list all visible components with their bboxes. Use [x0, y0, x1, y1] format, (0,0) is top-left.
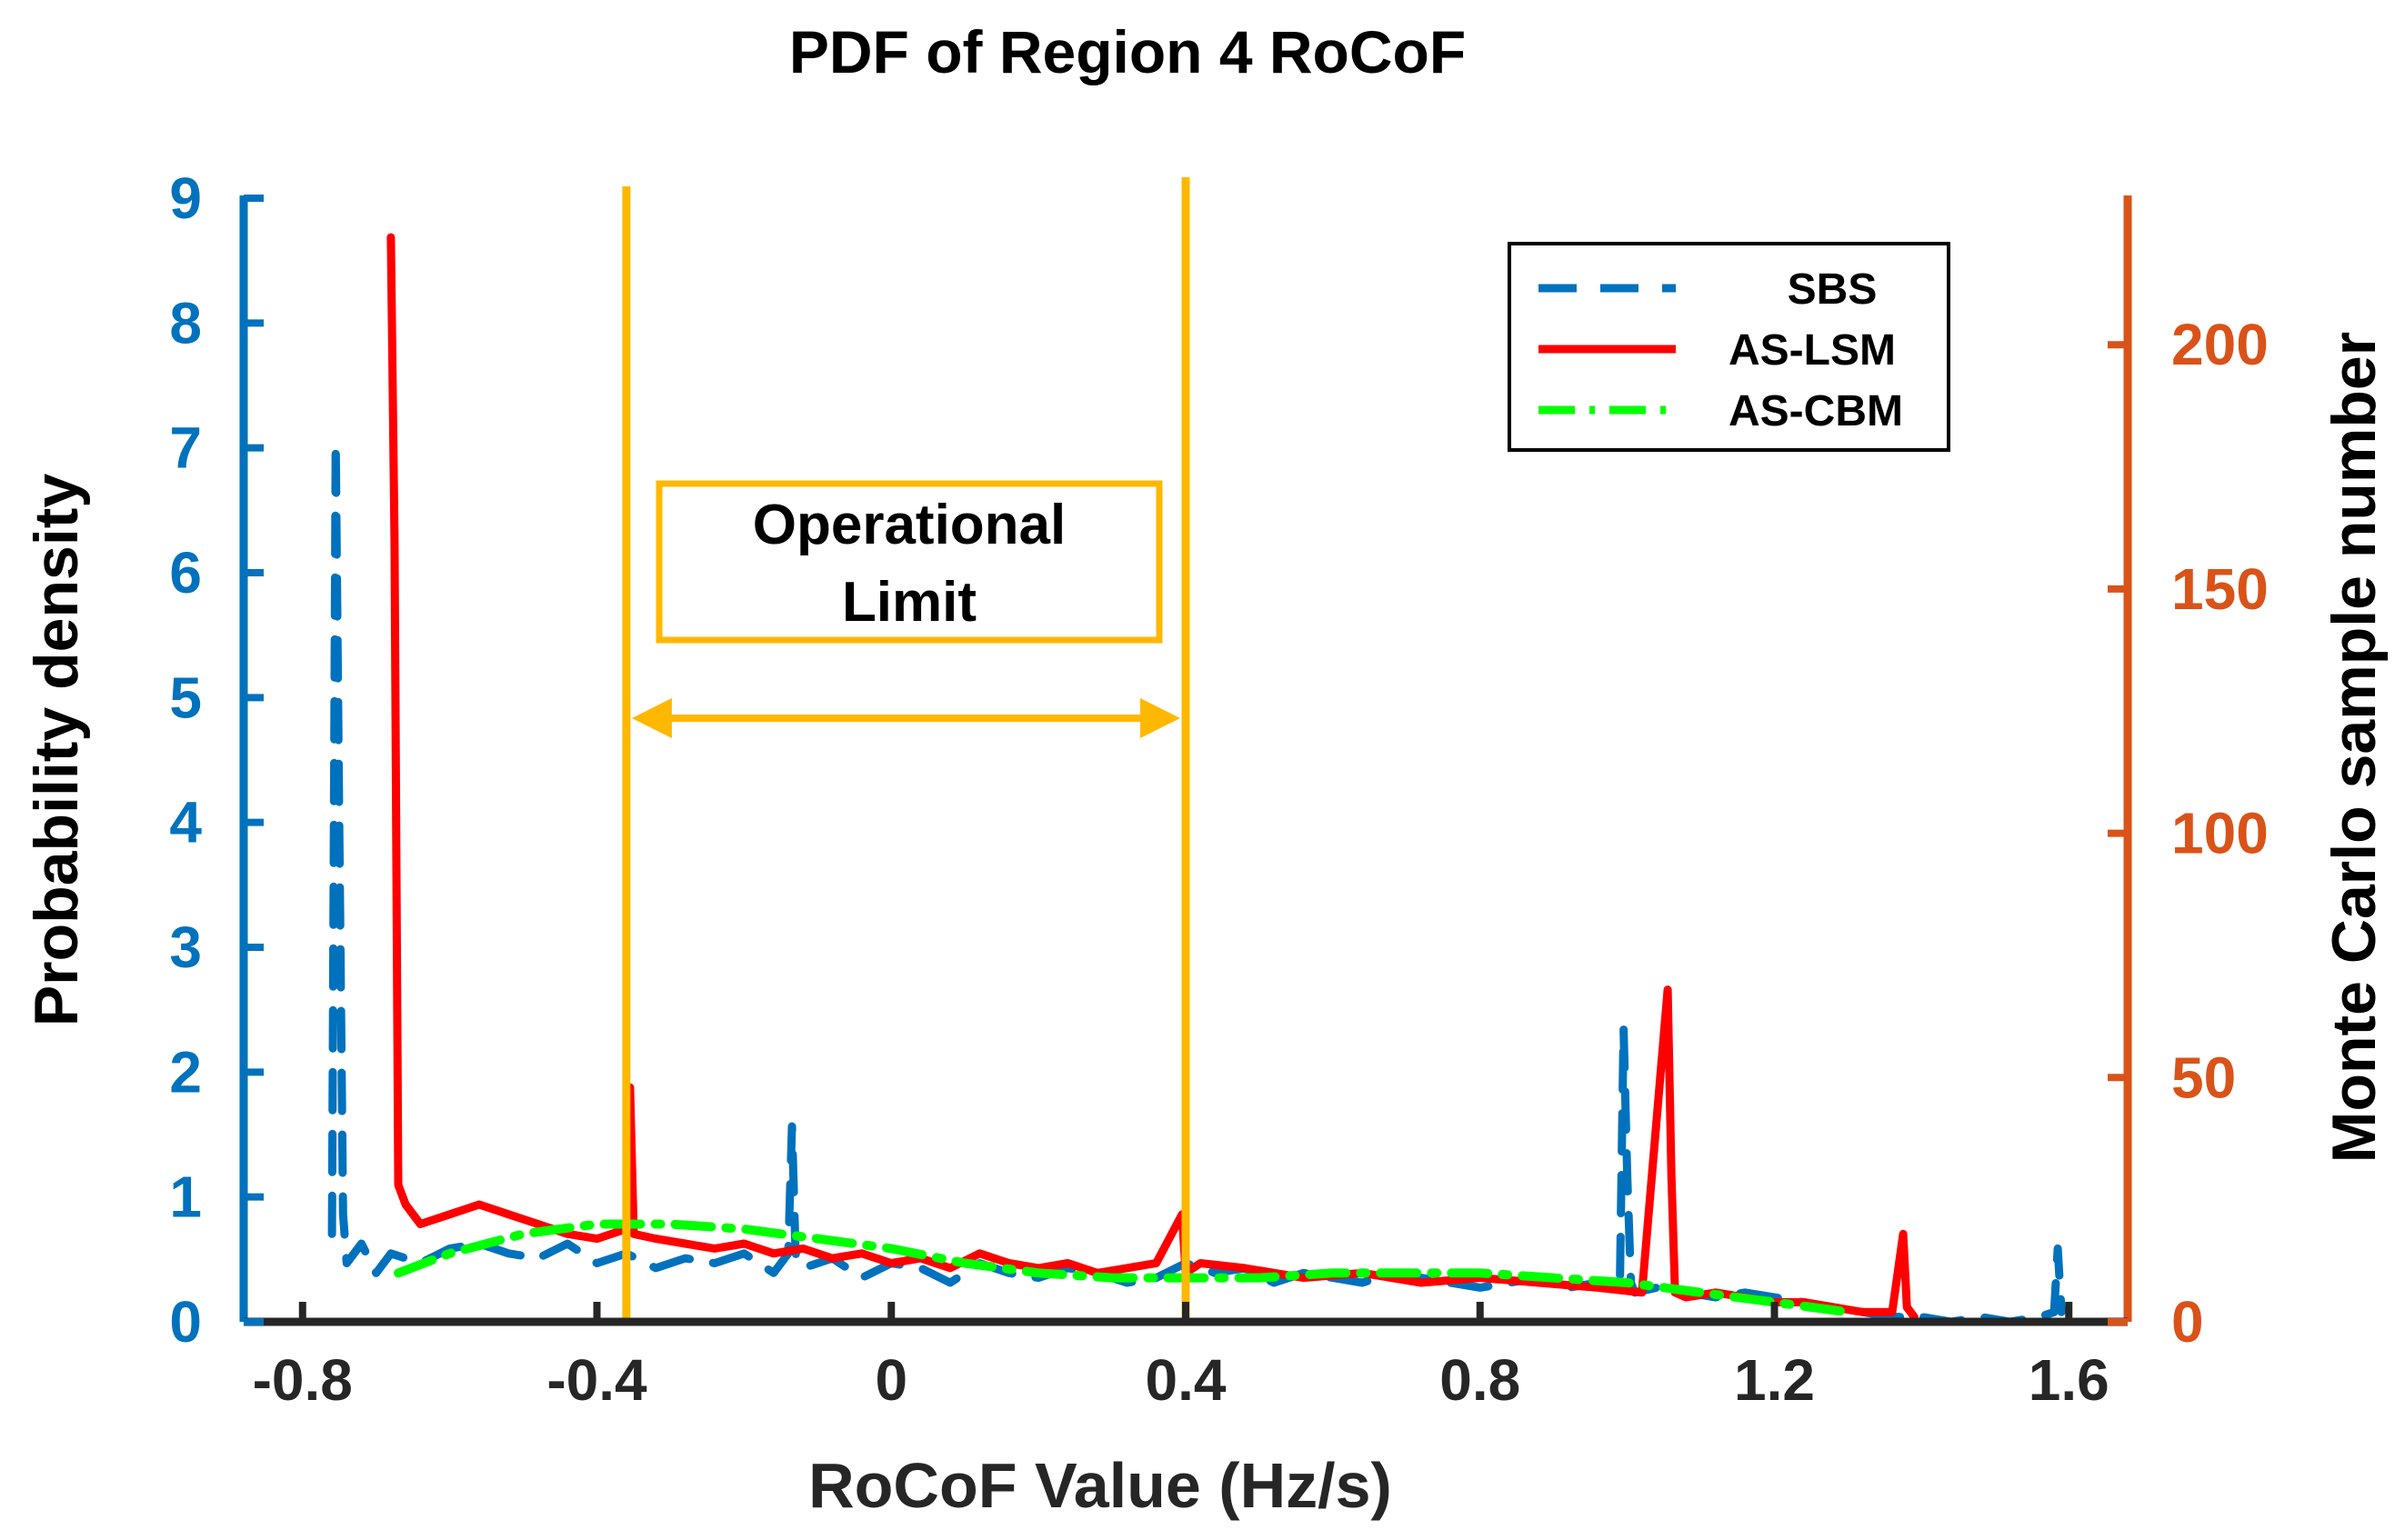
y-right-tick-label: 0 [2171, 1289, 2204, 1355]
y-right-tick-label: 50 [2171, 1045, 2236, 1110]
chart-title: PDF of Region 4 RoCoF [789, 18, 1466, 85]
x-tick-label: 0.8 [1439, 1347, 1520, 1413]
x-tick-label: 1.2 [1734, 1347, 1815, 1413]
x-tick-label: -0.8 [253, 1347, 353, 1413]
x-tick-label: 0 [875, 1347, 907, 1413]
labels: PDF of Region 4 RoCoF RoCoF Value (Hz/s)… [22, 18, 2389, 1521]
operational-limit-group: Operational Limit [622, 177, 1190, 1322]
y-left-tick-label: 4 [169, 790, 202, 855]
limit-arrow-head-left [631, 698, 672, 738]
y-left-tick-label: 8 [169, 290, 202, 355]
y-axis-left-label: Probability density [22, 474, 91, 1027]
y-left-tick-label: 3 [169, 915, 202, 980]
x-tick-label: 0.4 [1146, 1347, 1227, 1413]
y-left-tick-label: 2 [169, 1039, 202, 1105]
legend-label-as-lsm: AS-LSM [1729, 326, 1896, 375]
y-right-tick-label: 150 [2171, 556, 2269, 622]
y-left-tick-label: 5 [169, 665, 202, 730]
legend: SBS AS-LSM AS-CBM [1508, 242, 1950, 452]
y-left-tick-label: 6 [169, 540, 202, 605]
legend-box [1508, 242, 1950, 452]
plot-area [327, 233, 2066, 1326]
y-left-tick-label: 9 [169, 165, 202, 231]
x-tick-label: 1.6 [2029, 1347, 2109, 1413]
limit-label-line2: Limit [842, 571, 977, 634]
y-right-tick-label: 200 [2171, 312, 2269, 377]
y-left-tick-label: 0 [169, 1289, 202, 1355]
axes [239, 195, 2132, 1326]
series-line-sbs [327, 438, 2066, 1326]
limit-arrow-head-right [1140, 698, 1180, 738]
limit-label-line1: Operational [753, 494, 1067, 556]
series-line-as-cbm [394, 1219, 1853, 1317]
legend-label-sbs: SBS [1788, 265, 1878, 314]
y-left-tick-label: 7 [169, 415, 202, 481]
series-line-as-lsm [386, 233, 1919, 1322]
y-left-tick-label: 1 [169, 1165, 202, 1230]
x-axis-label: RoCoF Value (Hz/s) [808, 1450, 1392, 1521]
legend-label-as-cbm: AS-CBM [1729, 387, 1903, 435]
limit-label-box [656, 480, 1163, 644]
x-tick-label: -0.4 [546, 1347, 647, 1413]
y-axis-right-label: Monte Carlo sample number [2320, 332, 2389, 1163]
y-right-tick-label: 100 [2171, 801, 2269, 866]
